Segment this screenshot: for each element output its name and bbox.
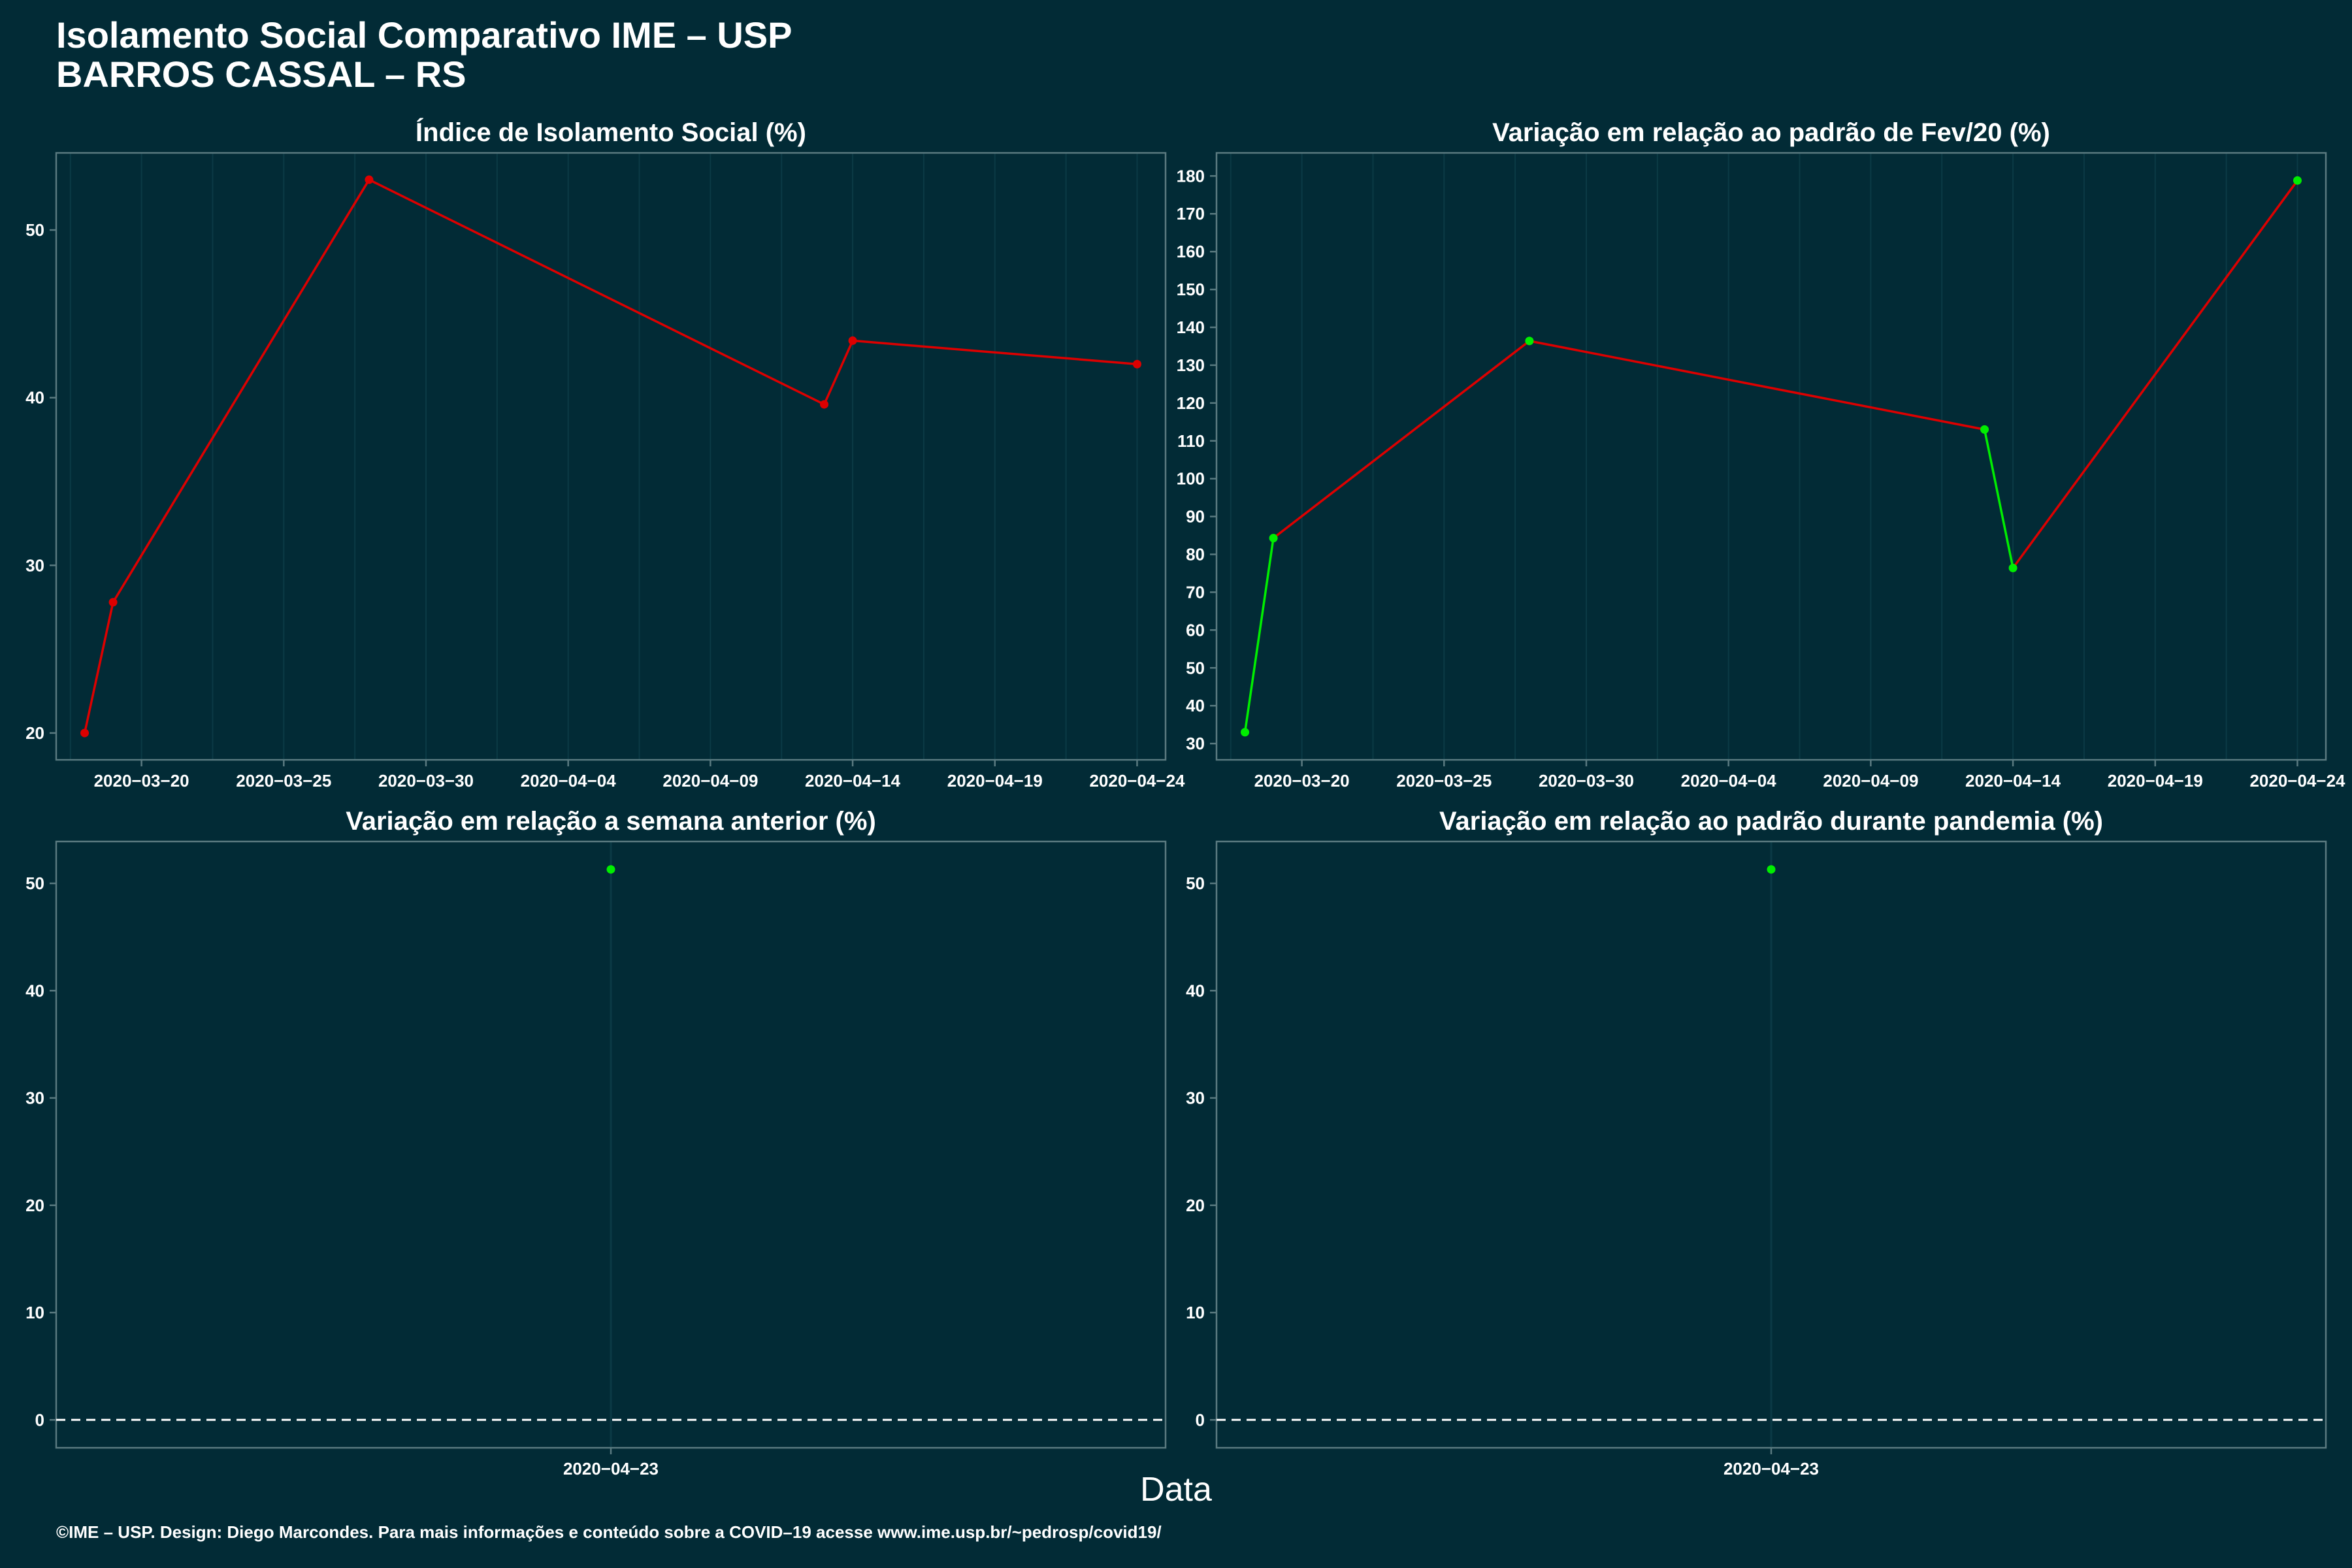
series-line-segment <box>83 602 114 734</box>
data-point <box>80 728 90 738</box>
x-tick-label: 2020−04−23 <box>563 1459 659 1478</box>
panel-title: Variação em relação ao padrão durante pa… <box>1439 807 2103 836</box>
data-point <box>820 400 829 409</box>
series-line-segment <box>1529 340 1985 431</box>
y-tick-label: 100 <box>1177 469 1205 489</box>
y-tick-label: 10 <box>25 1303 44 1322</box>
data-point <box>1132 359 1141 368</box>
data-point <box>2008 563 2017 572</box>
x-tick-label: 2020−04−19 <box>947 771 1043 791</box>
x-axis-label: Data <box>1140 1471 1212 1509</box>
series-line-segment <box>852 339 1137 366</box>
x-tick-label: 2020−04−24 <box>1089 771 1185 791</box>
x-tick-label: 2020−04−24 <box>2249 771 2345 791</box>
series-line-segment <box>1243 538 1275 732</box>
y-tick-label: 50 <box>25 874 44 893</box>
x-tick-label: 2020−04−19 <box>2108 771 2203 791</box>
y-tick-label: 40 <box>1186 696 1205 715</box>
x-tick-label: 2020−04−14 <box>805 771 901 791</box>
y-tick-label: 30 <box>1186 1088 1205 1108</box>
data-point <box>108 598 118 607</box>
y-tick-label: 40 <box>1186 981 1205 1000</box>
data-point <box>365 175 374 184</box>
y-tick-label: 30 <box>25 1088 44 1108</box>
page-title: Isolamento Social Comparativo IME – USP … <box>56 16 792 94</box>
series-line-segment <box>112 179 370 603</box>
y-tick-label: 30 <box>1186 734 1205 753</box>
series-line-segment <box>1983 429 2014 568</box>
data-point <box>848 336 857 345</box>
y-tick-label: 20 <box>1186 1196 1205 1215</box>
y-tick-label: 50 <box>1186 874 1205 893</box>
y-tick-label: 20 <box>25 723 44 743</box>
data-point <box>1767 865 1776 874</box>
data-point <box>2293 176 2302 185</box>
x-tick-label: 2020−03−30 <box>1539 771 1634 791</box>
chart-panel-3: Variação em relação a semana anterior (%… <box>25 807 1167 1478</box>
y-tick-label: 30 <box>25 555 44 575</box>
y-tick-label: 0 <box>1196 1410 1205 1429</box>
panel-title: Variação em relação ao padrão de Fev/20 … <box>1492 118 2050 147</box>
x-tick-label: 2020−03−30 <box>378 771 474 791</box>
panel-title: Variação em relação a semana anterior (%… <box>346 807 876 836</box>
y-tick-label: 40 <box>25 981 44 1000</box>
y-tick-label: 80 <box>1186 545 1205 564</box>
y-tick-label: 180 <box>1177 166 1205 186</box>
x-tick-label: 2020−03−20 <box>1254 771 1350 791</box>
x-tick-label: 2020−04−09 <box>662 771 758 791</box>
x-tick-label: 2020−04−09 <box>1823 771 1918 791</box>
x-tick-label: 2020−04−14 <box>1965 771 2061 791</box>
y-tick-label: 70 <box>1186 582 1205 602</box>
y-tick-label: 0 <box>35 1410 44 1429</box>
footer-caption: ©IME – USP. Design: Diego Marcondes. Par… <box>56 1522 1162 1542</box>
chart-panel-1: Índice de Isolamento Social (%) 20 30 40 50 2… <box>25 118 1185 791</box>
series-line-segment <box>368 178 825 406</box>
panel-title: Índice de Isolamento Social (%) <box>416 118 806 147</box>
x-tick-label: 2020−04−04 <box>1681 771 1777 791</box>
y-tick-label: 110 <box>1177 431 1205 451</box>
title-line-1: Isolamento Social Comparativo IME – USP <box>56 14 792 56</box>
y-tick-label: 160 <box>1177 242 1205 261</box>
title-line-2: BARROS CASSAL – RS <box>56 54 466 95</box>
y-tick-label: 150 <box>1177 280 1205 299</box>
y-tick-label: 10 <box>1186 1303 1205 1322</box>
x-tick-label: 2020−03−25 <box>236 771 331 791</box>
panel-frame <box>1215 152 2327 761</box>
chart-panel-2: Variação em relação ao padrão de Fev/20 … <box>1177 118 2345 791</box>
y-tick-label: 50 <box>25 220 44 240</box>
y-tick-label: 120 <box>1177 393 1205 413</box>
x-tick-label: 2020−03−25 <box>1396 771 1492 791</box>
y-tick-label: 40 <box>25 388 44 408</box>
panel-frame <box>55 152 1167 761</box>
series-line-segment <box>1273 340 1530 539</box>
x-tick-label: 2020−03−20 <box>94 771 189 791</box>
data-point <box>606 865 615 874</box>
y-tick-label: 50 <box>1186 658 1205 678</box>
x-tick-label: 2020−04−23 <box>1723 1459 1819 1478</box>
series-line-segment <box>823 340 854 405</box>
y-tick-label: 170 <box>1177 204 1205 223</box>
data-point <box>1980 425 1989 434</box>
y-tick-label: 60 <box>1186 620 1205 640</box>
y-tick-label: 140 <box>1177 318 1205 337</box>
series-line-segment <box>2012 180 2298 569</box>
data-point <box>1269 534 1278 543</box>
y-tick-label: 130 <box>1177 355 1205 375</box>
chart-panel-4: Variação em relação ao padrão durante pa… <box>1186 807 2327 1478</box>
data-point <box>1241 728 1250 737</box>
data-point <box>1525 336 1534 346</box>
y-tick-label: 20 <box>25 1196 44 1215</box>
x-tick-label: 2020−04−04 <box>521 771 617 791</box>
y-tick-label: 90 <box>1186 507 1205 527</box>
